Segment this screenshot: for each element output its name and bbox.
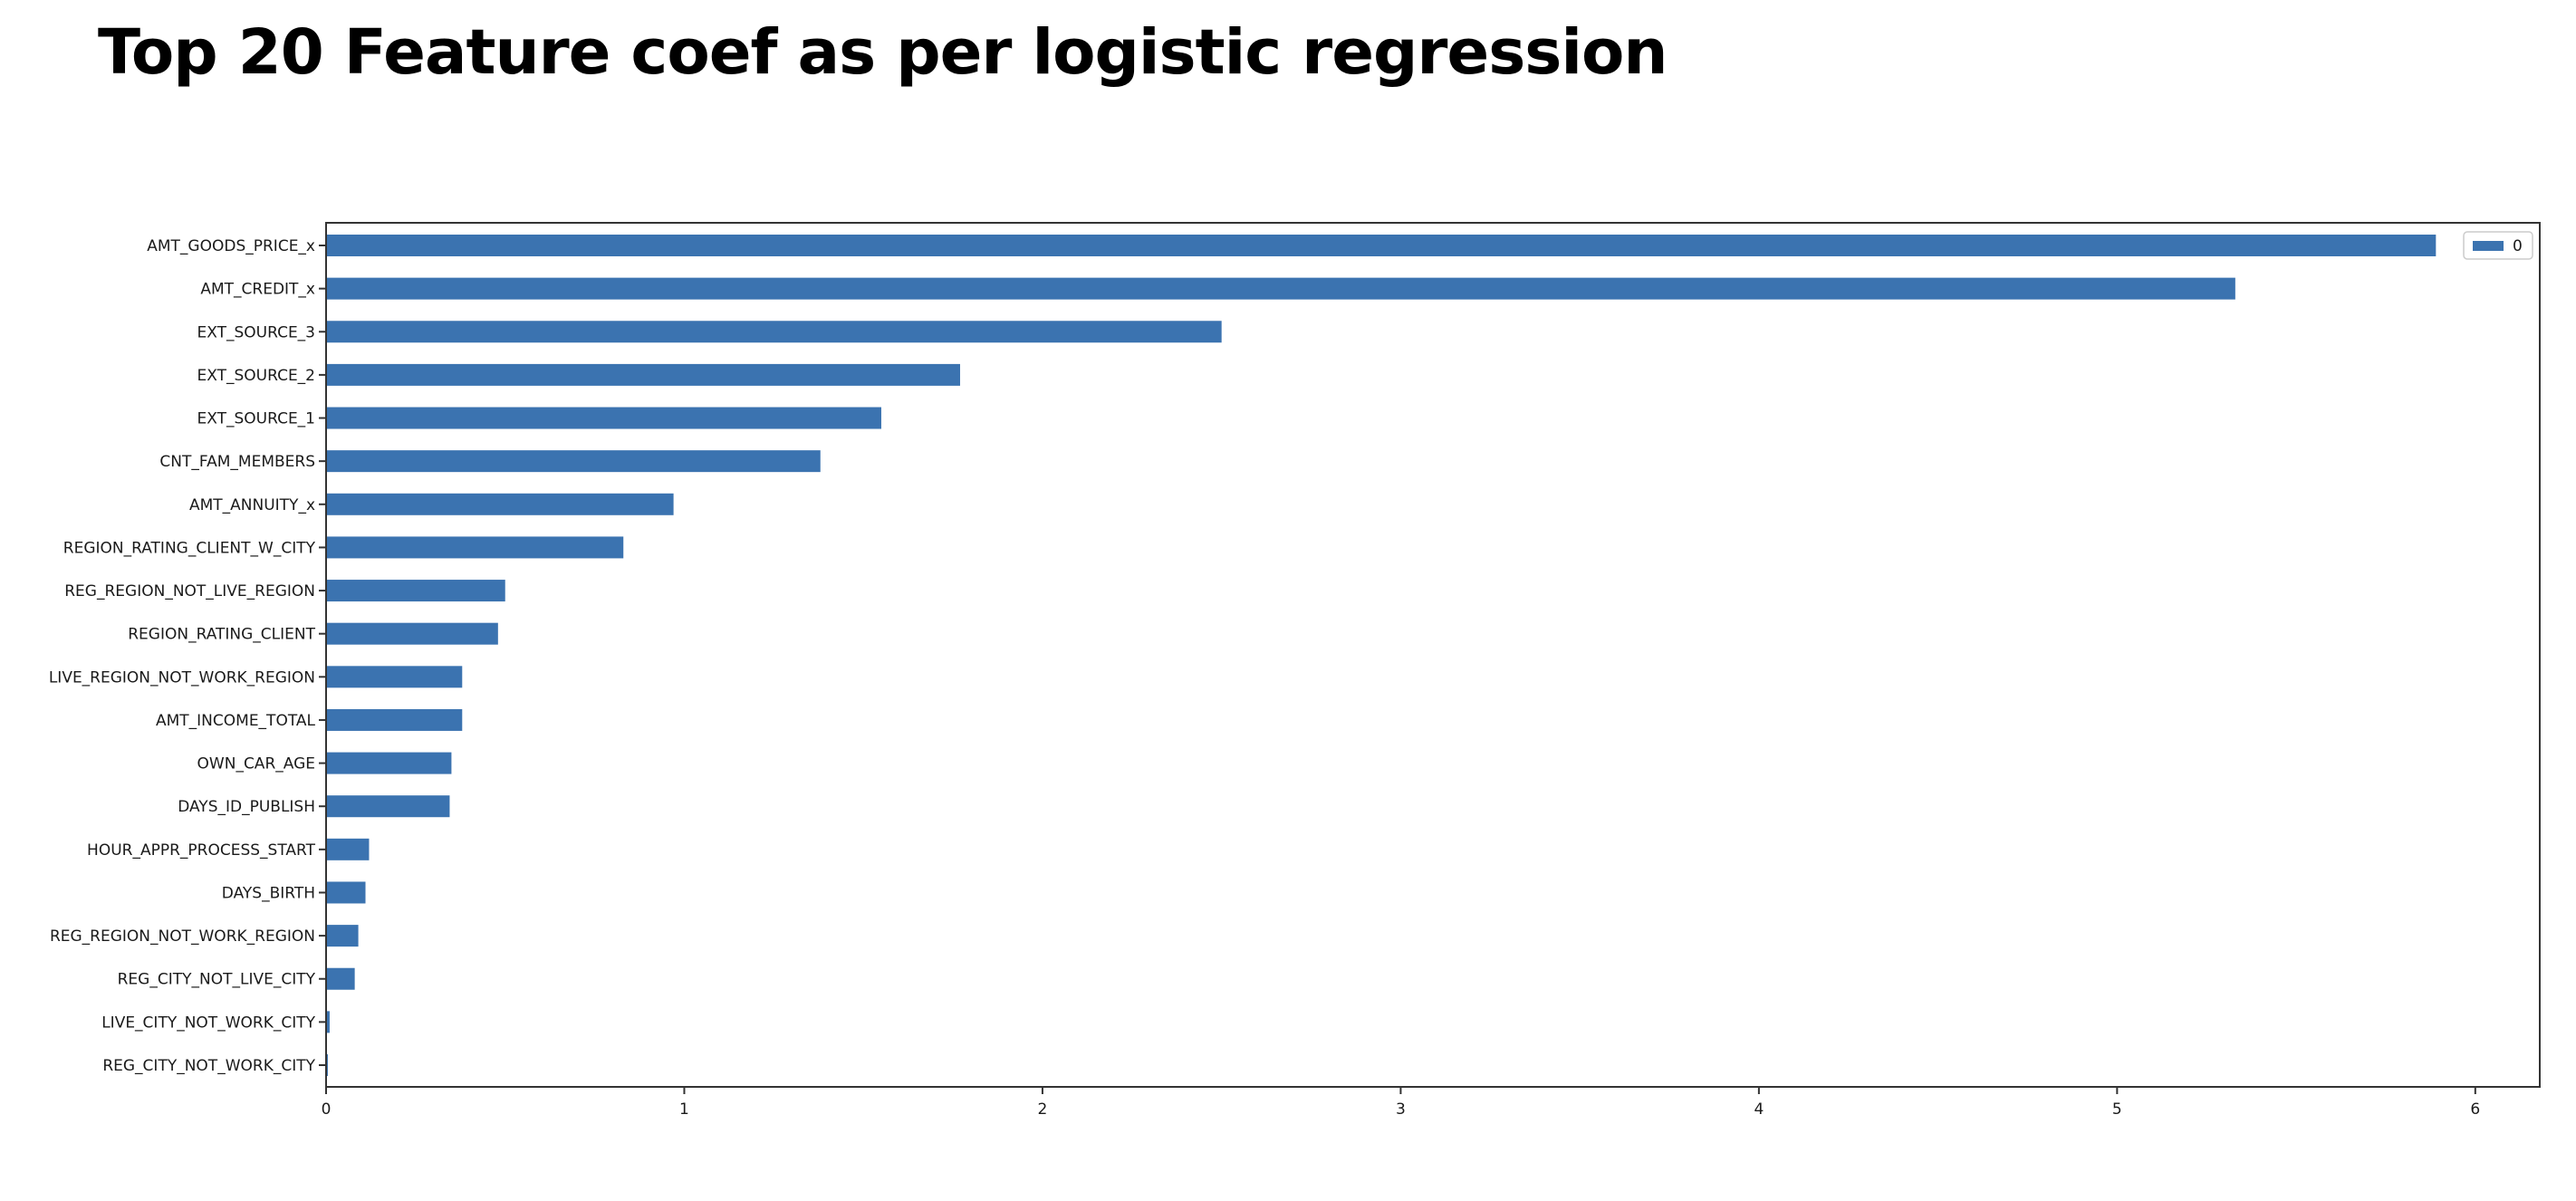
x-tick-label: 0 <box>322 1100 332 1119</box>
legend-label: 0 <box>2513 237 2523 255</box>
legend: 0 <box>2463 231 2533 260</box>
bar-amt-annuity-x <box>326 493 674 515</box>
bar-cnt-fam-members <box>326 450 821 473</box>
y-tick-label: AMT_ANNUITY_x <box>189 496 315 514</box>
bars-group <box>326 235 2437 1076</box>
y-tick-label: REG_REGION_NOT_LIVE_REGION <box>64 582 315 600</box>
bar-ext-source-1 <box>326 407 881 429</box>
plot-frame <box>325 222 2541 1088</box>
bar-ext-source-3 <box>326 321 1222 343</box>
y-tick-label: DAYS_BIRTH <box>222 884 315 902</box>
x-tick-label: 2 <box>1038 1100 1048 1119</box>
bar-amt-credit-x <box>326 277 2235 300</box>
bar-region-rating-client-w-city <box>326 536 624 559</box>
y-tick-label: HOUR_APPR_PROCESS_START <box>87 841 316 860</box>
bar-days-birth <box>326 881 366 904</box>
bar-reg-region-not-work-region <box>326 925 359 947</box>
y-tick-label: LIVE_REGION_NOT_WORK_REGION <box>49 668 315 687</box>
x-axis-ticks: 0 1 2 3 4 5 6 <box>322 1087 2480 1119</box>
legend-swatch <box>2473 241 2504 251</box>
y-tick-label: REGION_RATING_CLIENT <box>128 626 315 644</box>
bar-region-rating-client <box>326 622 498 645</box>
bar-live-city-not-work-city <box>326 1011 330 1033</box>
x-tick-label: 5 <box>2112 1100 2122 1119</box>
y-tick-label: REGION_RATING_CLIENT_W_CITY <box>63 539 316 557</box>
y-tick-label: REG_CITY_NOT_LIVE_CITY <box>118 971 316 989</box>
x-tick-label: 1 <box>679 1100 689 1119</box>
y-tick-label: AMT_INCOME_TOTAL <box>156 712 316 730</box>
y-tick-label: EXT_SOURCE_2 <box>197 367 315 385</box>
bar-live-region-not-work-region <box>326 666 463 688</box>
x-tick-label: 3 <box>1396 1100 1406 1119</box>
y-tick-label: OWN_CAR_AGE <box>197 755 315 773</box>
y-tick-label: EXT_SOURCE_1 <box>197 410 315 428</box>
bar-reg-city-not-live-city <box>326 967 355 990</box>
y-tick-label: AMT_GOODS_PRICE_x <box>147 237 315 255</box>
bar-hour-appr-process-start <box>326 838 370 860</box>
bar-ext-source-2 <box>326 363 960 386</box>
y-tick-label: CNT_FAM_MEMBERS <box>159 453 315 471</box>
bar-amt-income-total <box>326 708 463 731</box>
bar-days-id-publish <box>326 795 450 818</box>
y-tick-label: AMT_CREDIT_x <box>200 281 315 299</box>
page-title: Top 20 Feature coef as per logistic regr… <box>98 16 1668 89</box>
y-tick-label: EXT_SOURCE_3 <box>197 323 315 341</box>
bar-reg-region-not-live-region <box>326 580 505 602</box>
x-tick-label: 6 <box>2470 1100 2480 1119</box>
y-tick-label: LIVE_CITY_NOT_WORK_CITY <box>101 1014 315 1032</box>
y-tick-label: REG_CITY_NOT_WORK_CITY <box>102 1057 315 1075</box>
bar-amt-goods-price-x <box>326 235 2437 256</box>
y-tick-label: REG_REGION_NOT_WORK_REGION <box>50 927 315 946</box>
y-tick-label: DAYS_ID_PUBLISH <box>178 798 315 816</box>
x-tick-label: 4 <box>1754 1100 1764 1119</box>
bar-own-car-age <box>326 752 452 774</box>
y-axis-ticks: AMT_GOODS_PRICE_x AMT_CREDIT_x EXT_SOURCE_… <box>49 237 326 1075</box>
